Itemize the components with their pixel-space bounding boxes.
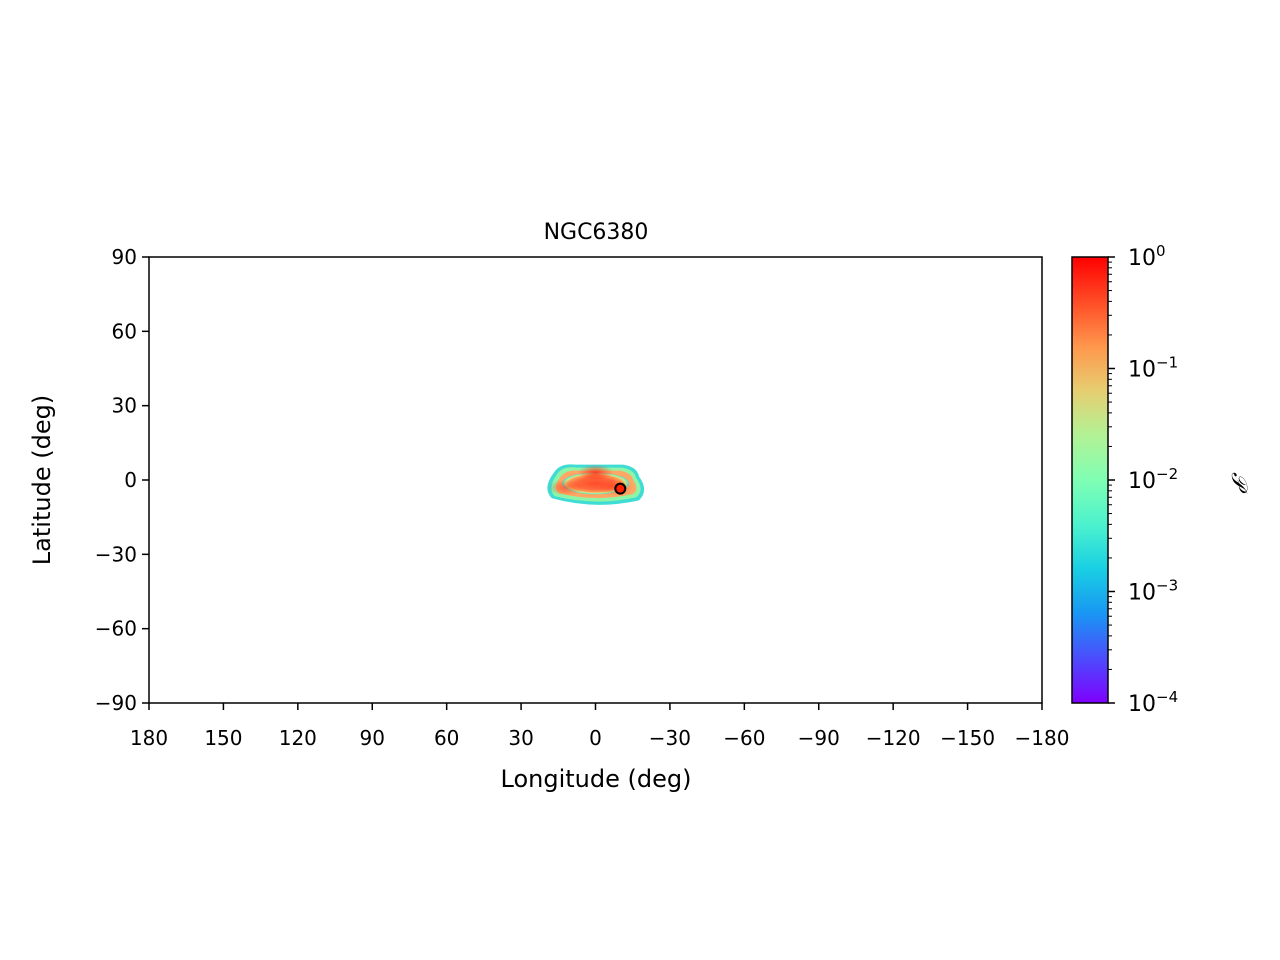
region-hotspot	[577, 464, 614, 481]
colorbar	[1071, 256, 1109, 704]
x-tick-label: 120	[279, 726, 317, 750]
colorbar-tick-label: 10−1	[1128, 354, 1178, 383]
x-tick-label: 150	[204, 726, 242, 750]
y-tick-label: 30	[112, 394, 137, 418]
x-tick-label: −60	[723, 726, 765, 750]
x-tick-label: −30	[649, 726, 691, 750]
x-tick-label: −180	[1015, 726, 1070, 750]
y-tick-label: −30	[95, 542, 137, 566]
colorbar-tick-label: 100	[1128, 242, 1166, 271]
x-tick-label: −120	[866, 726, 921, 750]
x-tick-label: 60	[434, 726, 459, 750]
x-axis-ticks: 180 150 120 90 60 30 0 −30 −60 −90 −120 −150 −180	[130, 703, 1070, 750]
x-tick-label: 180	[130, 726, 168, 750]
x-axis-label: Longitude (deg)	[501, 765, 692, 793]
colorbar-tick-label: 10−3	[1128, 577, 1178, 606]
y-tick-label: −90	[95, 691, 137, 715]
x-tick-label: 90	[360, 726, 385, 750]
y-axis-label: Latitude (deg)	[28, 395, 56, 565]
colorbar-tick-label: 10−4	[1128, 688, 1178, 717]
colorbar-tick-label: 10−2	[1128, 465, 1178, 494]
y-tick-label: 0	[124, 468, 137, 492]
y-tick-label: −60	[95, 617, 137, 641]
x-tick-label: −150	[940, 726, 995, 750]
cluster-position-marker	[614, 482, 627, 495]
chart-title: NGC6380	[544, 220, 649, 245]
y-tick-label: 60	[112, 319, 137, 343]
y-axis-ticks: 90 60 30 0 −30 −60 −90	[95, 245, 149, 715]
colorbar-label: 𝒫	[1226, 472, 1251, 494]
x-tick-label: −90	[798, 726, 840, 750]
region-hotspot	[547, 479, 584, 496]
probability-region	[547, 464, 645, 505]
x-tick-label: 30	[508, 726, 533, 750]
colorbar-ticks: 100 10−1 10−2 10−3 10−4	[1108, 242, 1178, 717]
x-tick-label: 0	[589, 726, 602, 750]
y-tick-label: 90	[112, 245, 137, 269]
